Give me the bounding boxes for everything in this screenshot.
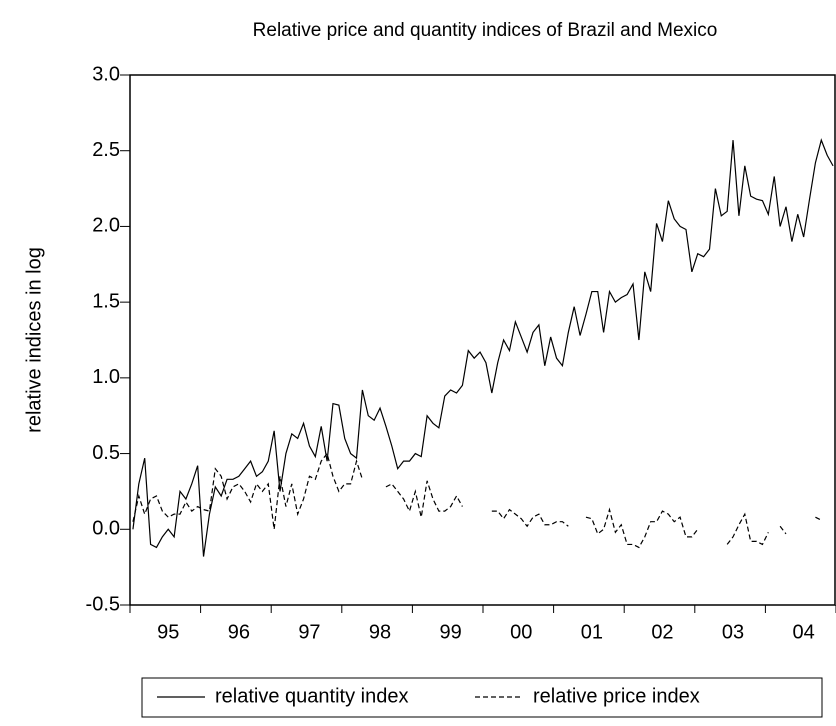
y-tick-label: 1.0 [92, 366, 120, 388]
plot-frame [129, 74, 836, 606]
x-tick-label: 96 [228, 621, 250, 643]
x-tick-label: 01 [581, 621, 603, 643]
x-tick-label: 99 [440, 621, 462, 643]
y-tick-label: 2.5 [92, 139, 120, 161]
y-tick-label: 1.5 [92, 290, 120, 312]
legend-box [141, 677, 823, 718]
x-tick-label: 98 [369, 621, 391, 643]
series-line [132, 452, 822, 549]
chart-title: Relative price and quantity indices of B… [253, 20, 718, 41]
legend-label: relative quantity index [215, 685, 408, 707]
y-tick-label: 3.0 [92, 63, 120, 85]
x-tick-label: 04 [793, 621, 815, 643]
x-tick-label: 02 [651, 621, 673, 643]
y-tick-label: 0.5 [92, 442, 120, 464]
y-tick-label: -0.5 [86, 593, 120, 615]
x-tick-label: 00 [510, 621, 532, 643]
x-tick-label: 95 [157, 621, 179, 643]
x-tick-label: 03 [722, 621, 744, 643]
legend-label: relative price index [533, 685, 700, 707]
x-tick-label: 97 [298, 621, 320, 643]
y-tick-label: 0.0 [92, 518, 120, 540]
series-line [132, 138, 834, 557]
y-axis-label: relative indices in log [23, 247, 45, 433]
y-tick-label: 2.0 [92, 215, 120, 237]
